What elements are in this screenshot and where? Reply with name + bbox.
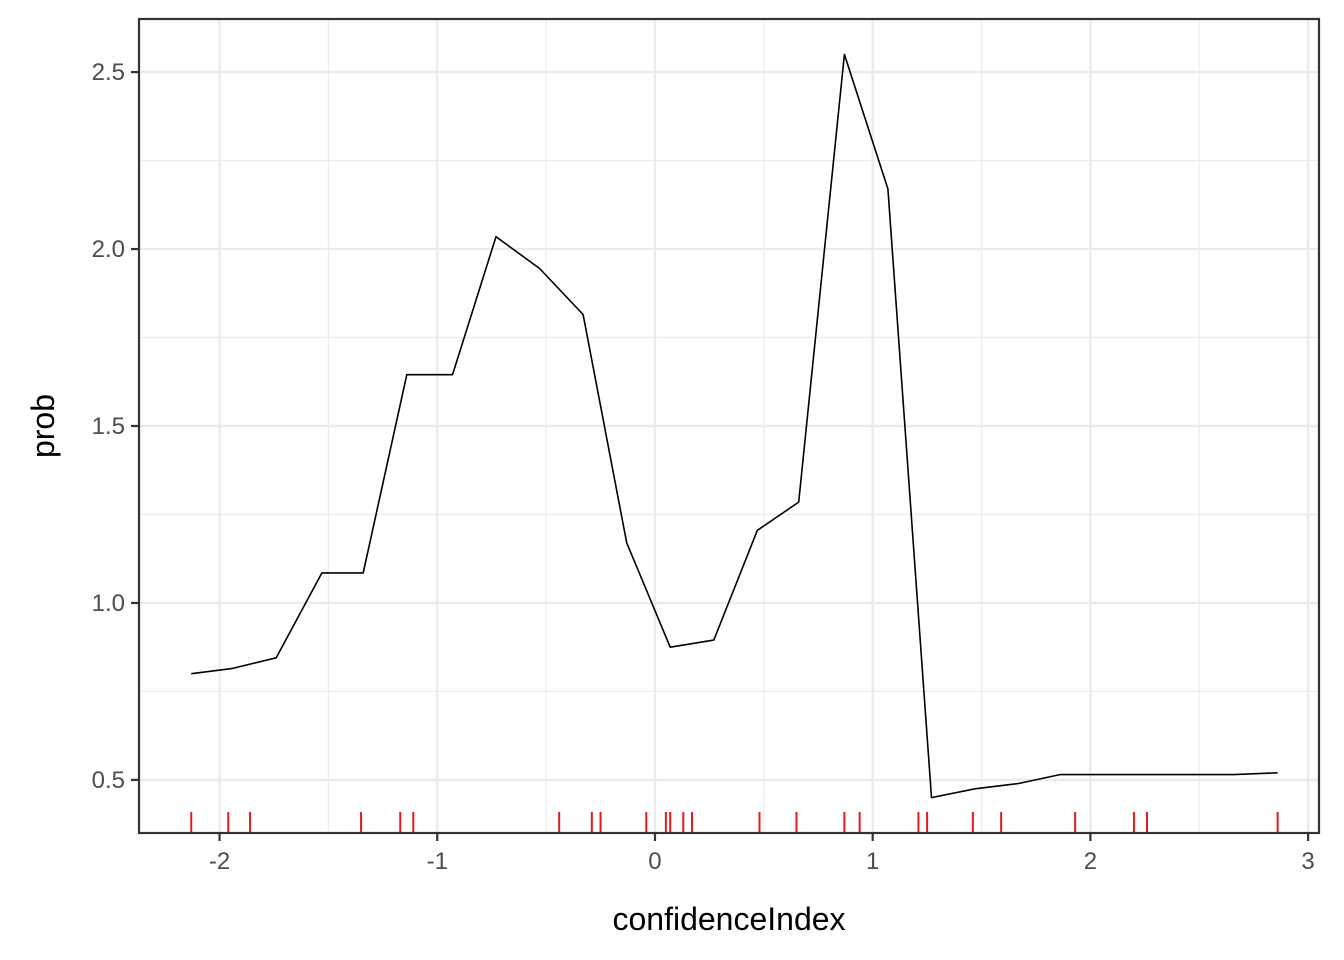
y-tick-label: 0.5	[92, 767, 125, 794]
y-tick-label: 2.0	[92, 236, 125, 263]
y-tick-label: 1.0	[92, 590, 125, 617]
series-line	[191, 53, 1278, 799]
x-tick-label: -1	[427, 848, 448, 875]
grid-major	[139, 19, 1319, 833]
x-tick-label: 3	[1301, 848, 1314, 875]
series-lines	[191, 53, 1278, 799]
x-tick-label: 1	[866, 848, 879, 875]
x-tick-label: 2	[1084, 848, 1097, 875]
y-axis: 0.5 1.0 1.5 2.0 2.5	[92, 59, 139, 794]
y-tick-label: 2.5	[92, 59, 125, 86]
x-axis-title: confidenceIndex	[612, 901, 845, 937]
x-tick-label: -2	[209, 848, 230, 875]
rug-marks	[190, 812, 1279, 833]
y-tick-label: 1.5	[92, 413, 125, 440]
x-tick-label: 0	[648, 848, 661, 875]
x-axis: -2 -1 0 1 2 3	[209, 833, 1315, 875]
y-axis-title: prob	[25, 394, 61, 458]
